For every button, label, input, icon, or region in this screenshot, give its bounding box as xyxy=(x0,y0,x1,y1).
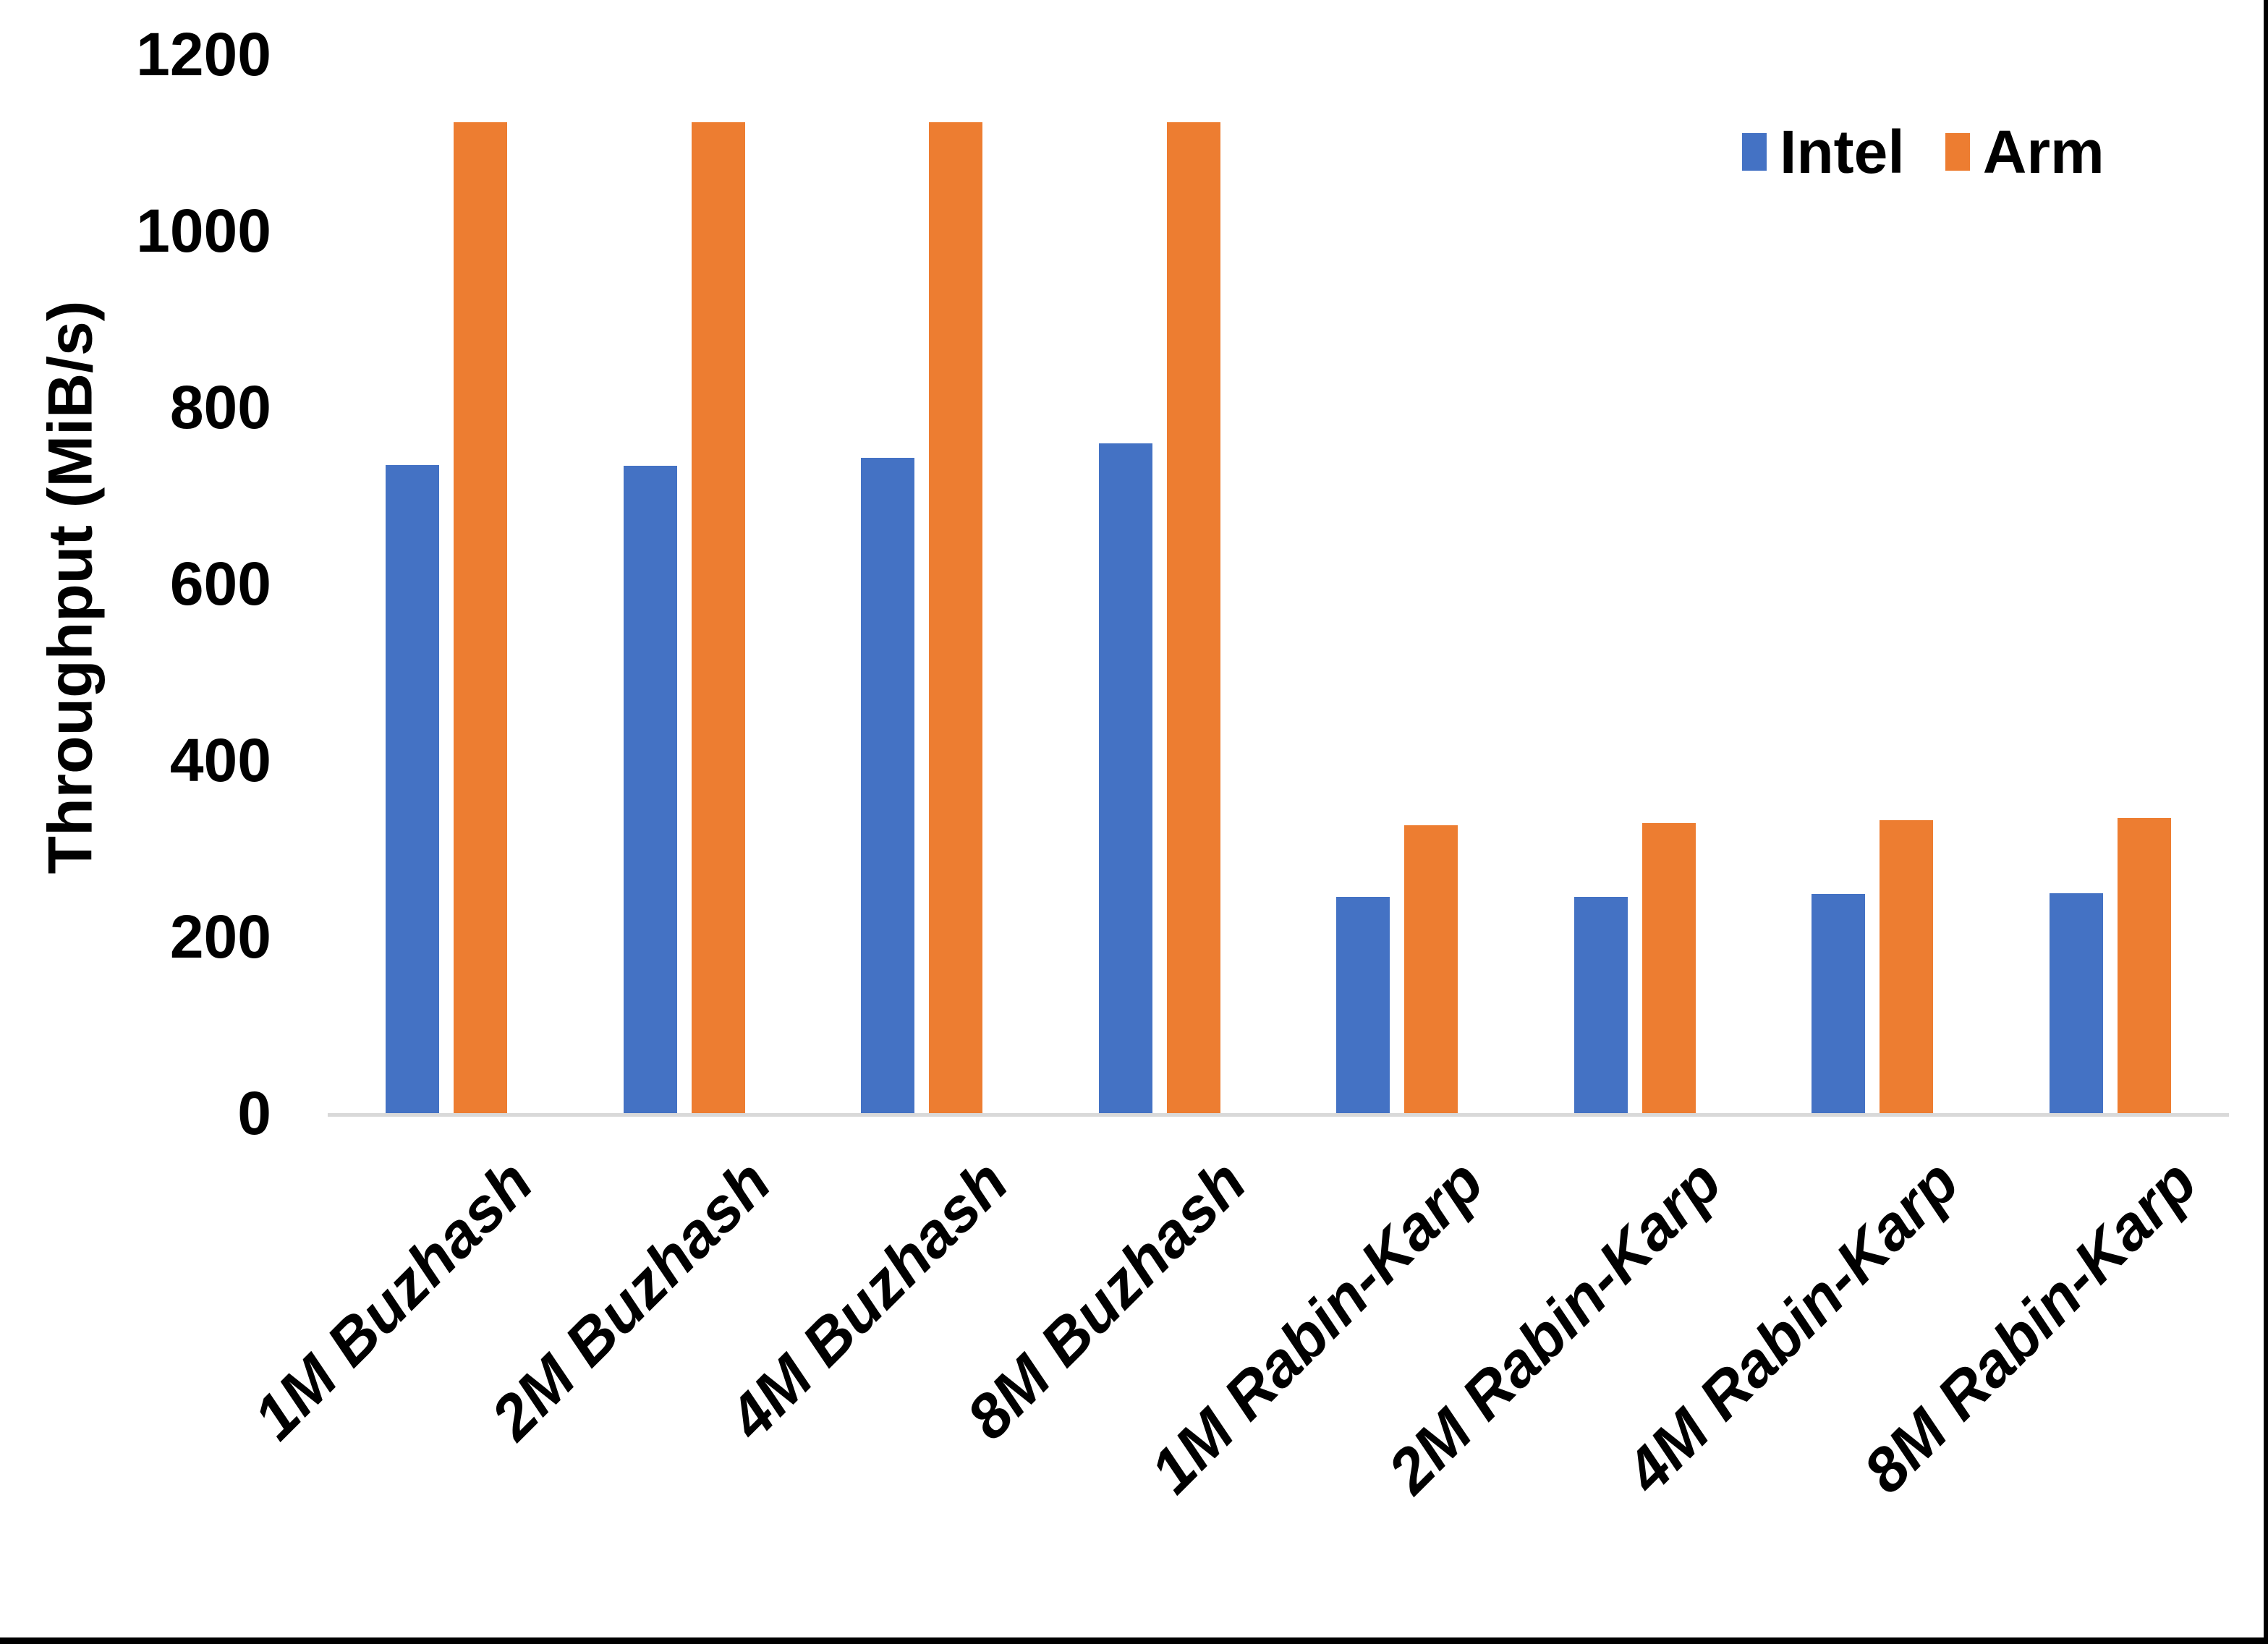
page-bottom-border xyxy=(0,1637,2268,1644)
legend: Intel Arm xyxy=(1742,122,2105,182)
bar-intel-4m-buzhash xyxy=(861,458,915,1115)
legend-item-intel: Intel xyxy=(1742,122,1905,182)
bar-arm-8m-buzhash xyxy=(1166,122,1220,1115)
bar-intel-4m-rabin-karp xyxy=(1812,894,1866,1115)
legend-item-arm: Arm xyxy=(1945,122,2105,182)
bar-arm-1m-buzhash xyxy=(454,122,508,1115)
legend-label-intel: Intel xyxy=(1780,118,1905,186)
y-tick-label-1200: 1200 xyxy=(136,20,271,88)
arm-series-swatch-icon xyxy=(1945,133,1970,171)
y-tick-label-400: 400 xyxy=(169,726,271,794)
bar-arm-8m-rabin-karp xyxy=(2117,818,2171,1115)
legend-label-arm: Arm xyxy=(1982,118,2105,186)
y-tick-label-200: 200 xyxy=(169,903,271,971)
y-tick-label-800: 800 xyxy=(169,373,271,441)
bar-arm-2m-buzhash xyxy=(691,122,745,1115)
y-tick-label-600: 600 xyxy=(169,550,271,618)
bar-intel-8m-buzhash xyxy=(1098,443,1152,1115)
y-tick-label-1000: 1000 xyxy=(136,197,271,265)
bar-arm-1m-rabin-karp xyxy=(1404,825,1458,1115)
bar-arm-2m-rabin-karp xyxy=(1641,823,1696,1115)
page-right-border xyxy=(2264,0,2268,1644)
bar-intel-2m-rabin-karp xyxy=(1573,896,1628,1115)
bar-arm-4m-rabin-karp xyxy=(1880,819,1934,1115)
x-axis-line xyxy=(328,1113,2229,1117)
bar-arm-4m-buzhash xyxy=(929,122,983,1115)
bar-intel-1m-rabin-karp xyxy=(1336,896,1390,1115)
bar-intel-1m-buzhash xyxy=(386,465,440,1115)
bar-intel-8m-rabin-karp xyxy=(2049,893,2103,1115)
bar-intel-2m-buzhash xyxy=(623,466,677,1115)
intel-series-swatch-icon xyxy=(1742,133,1767,171)
y-tick-label-0: 0 xyxy=(237,1079,271,1147)
